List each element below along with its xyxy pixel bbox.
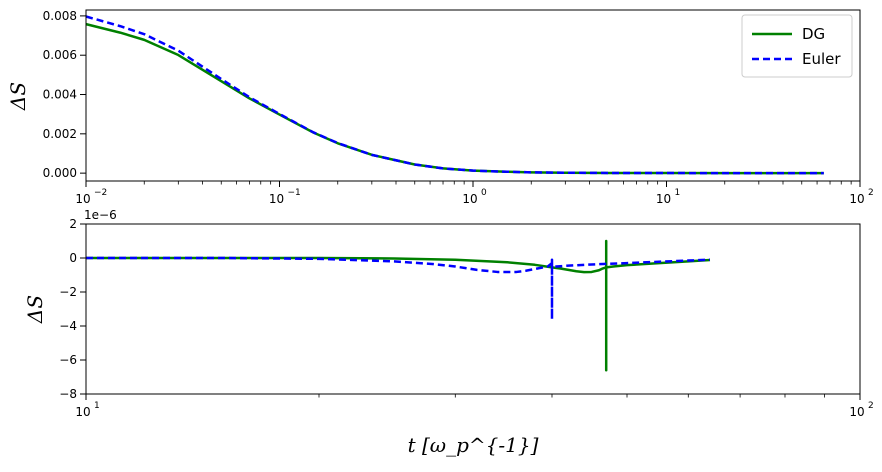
bottom-series-dg-line xyxy=(86,239,711,372)
top-y-axis-label: ΔS xyxy=(6,82,30,111)
top-series-euler-line xyxy=(85,15,824,175)
top-y-tick-label: 0.002 xyxy=(43,127,77,141)
bottom-x-tick-exponent: 1 xyxy=(94,401,100,411)
bottom-x-axis-label: t [ω_p^{-1}] xyxy=(408,433,539,457)
bottom-y-scale-note: 1e−6 xyxy=(84,208,117,222)
legend-euler-label: Euler xyxy=(802,50,841,68)
bottom-y-tick-label: −2 xyxy=(59,285,77,299)
bottom-y-axis-label: ΔS xyxy=(23,295,47,324)
top-tick-group: 10 −2 10 −1 10 0 10 1 10 2 0.000 0.002 0.004 0.006 0.0… xyxy=(43,9,874,206)
bottom-panel: 10 1 10 2 −8 −6 −4 −2 0 2 1e−6 ΔS t [ω_p^{-1}] xyxy=(23,208,874,457)
top-x-tick-exponent: −1 xyxy=(288,188,301,198)
top-x-tick-exponent: −2 xyxy=(94,188,107,198)
bottom-y-tick-label: 2 xyxy=(69,217,77,231)
top-series-dg-line xyxy=(85,22,824,175)
bottom-y-tick-label: 0 xyxy=(69,251,77,265)
top-y-tick-label: 0.006 xyxy=(43,48,77,62)
top-x-tick-exponent: 2 xyxy=(868,188,874,198)
top-y-tick-label: 0.008 xyxy=(43,9,77,23)
top-y-tick-label: 0.000 xyxy=(43,166,77,180)
legend: DG Euler xyxy=(741,14,853,78)
top-plot-area xyxy=(85,15,824,175)
bottom-tick-group: 10 1 10 2 −8 −6 −4 −2 0 2 xyxy=(59,217,873,419)
bottom-plot-area xyxy=(86,239,711,372)
top-x-tick-label: 10 xyxy=(75,192,90,206)
bottom-y-tick-label: −8 xyxy=(59,387,77,401)
top-x-tick-label: 10 xyxy=(269,192,284,206)
bottom-y-tick-label: −6 xyxy=(59,353,77,367)
top-panel: 10 −2 10 −1 10 0 10 1 10 2 0.000 0.002 0.004 0.006 0.0… xyxy=(6,9,874,206)
top-x-tick-label: 10 xyxy=(656,192,671,206)
top-x-tick-label: 10 xyxy=(462,192,477,206)
top-x-tick-exponent: 0 xyxy=(481,188,487,198)
bottom-y-tick-label: −4 xyxy=(59,319,77,333)
bottom-x-tick-label: 10 xyxy=(75,405,90,419)
bottom-x-tick-exponent: 2 xyxy=(868,401,874,411)
top-y-tick-label: 0.004 xyxy=(43,88,77,102)
top-x-tick-label: 10 xyxy=(849,192,864,206)
bottom-axes-frame xyxy=(85,223,861,395)
top-x-tick-exponent: 1 xyxy=(675,188,681,198)
legend-dg-label: DG xyxy=(802,25,825,43)
bottom-x-tick-label: 10 xyxy=(849,405,864,419)
legend-frame xyxy=(741,14,853,78)
